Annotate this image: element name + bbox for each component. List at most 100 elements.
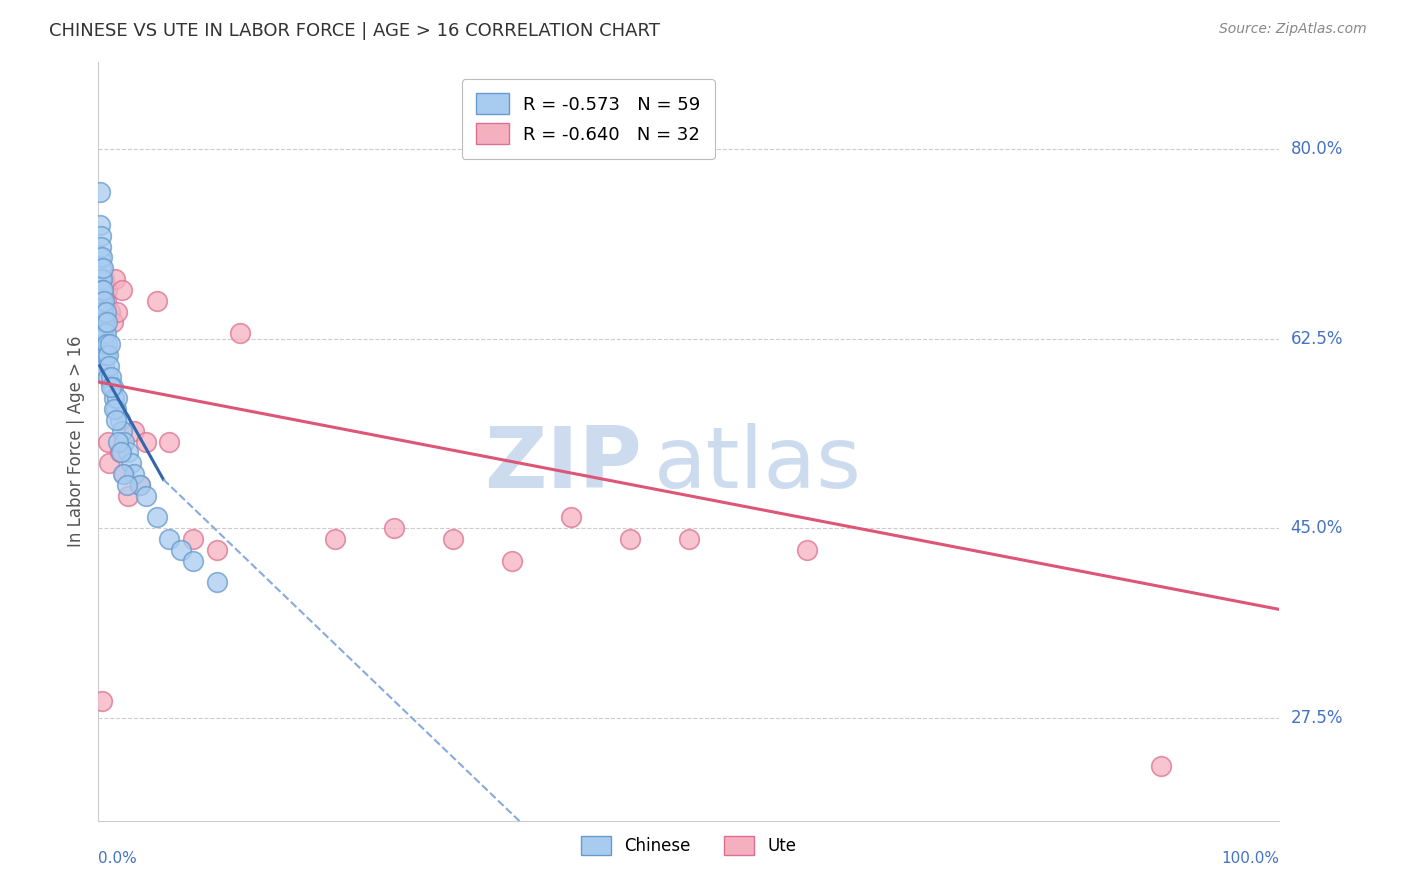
Point bbox=[90, 261, 112, 276]
Point bbox=[91, 283, 114, 297]
Point bbox=[105, 402, 128, 417]
Point bbox=[110, 445, 132, 459]
Point bbox=[111, 424, 134, 438]
Point bbox=[229, 326, 252, 341]
Point bbox=[101, 380, 124, 394]
Point bbox=[97, 369, 120, 384]
Point bbox=[90, 272, 112, 286]
Point bbox=[146, 293, 169, 308]
Point bbox=[98, 359, 121, 373]
Point bbox=[619, 532, 641, 546]
Point bbox=[91, 348, 114, 362]
Point bbox=[121, 456, 143, 470]
Point bbox=[105, 391, 128, 405]
Point bbox=[146, 510, 169, 524]
Point bbox=[181, 532, 204, 546]
Point bbox=[91, 326, 114, 341]
Point bbox=[103, 402, 125, 417]
Text: atlas: atlas bbox=[654, 423, 862, 506]
Point bbox=[94, 326, 117, 341]
Point bbox=[135, 489, 157, 503]
Point bbox=[103, 391, 125, 405]
Point bbox=[117, 445, 139, 459]
Point bbox=[128, 478, 150, 492]
Point bbox=[96, 315, 118, 329]
Point bbox=[100, 369, 122, 384]
Point bbox=[93, 272, 115, 286]
Point bbox=[796, 542, 818, 557]
Point bbox=[122, 467, 145, 481]
Text: 62.5%: 62.5% bbox=[1291, 330, 1343, 348]
Point bbox=[89, 186, 111, 200]
Y-axis label: In Labor Force | Age > 16: In Labor Force | Age > 16 bbox=[66, 335, 84, 548]
Point bbox=[205, 542, 228, 557]
Point bbox=[93, 293, 115, 308]
Point bbox=[93, 337, 115, 351]
Point bbox=[91, 261, 114, 276]
Point bbox=[91, 304, 114, 318]
Point bbox=[157, 532, 180, 546]
Text: 100.0%: 100.0% bbox=[1222, 851, 1279, 866]
Point bbox=[101, 315, 124, 329]
Point bbox=[105, 413, 128, 427]
Point bbox=[98, 304, 121, 318]
Point bbox=[91, 251, 114, 265]
Point bbox=[94, 304, 117, 318]
Point bbox=[135, 434, 157, 449]
Point bbox=[89, 251, 111, 265]
Point bbox=[93, 315, 115, 329]
Point bbox=[90, 283, 112, 297]
Point bbox=[108, 413, 131, 427]
Point bbox=[98, 456, 121, 470]
Text: 0.0%: 0.0% bbox=[98, 851, 138, 866]
Point bbox=[104, 272, 127, 286]
Point bbox=[181, 554, 204, 568]
Point bbox=[91, 293, 114, 308]
Point bbox=[91, 272, 114, 286]
Point bbox=[97, 434, 120, 449]
Point bbox=[98, 337, 121, 351]
Point bbox=[112, 467, 135, 481]
Point bbox=[112, 467, 135, 481]
Point bbox=[441, 532, 464, 546]
Point bbox=[108, 445, 131, 459]
Point bbox=[90, 304, 112, 318]
Point bbox=[107, 434, 129, 449]
Point bbox=[128, 478, 150, 492]
Point bbox=[96, 283, 118, 297]
Point bbox=[94, 293, 117, 308]
Point bbox=[111, 283, 134, 297]
Point bbox=[117, 489, 139, 503]
Point bbox=[97, 348, 120, 362]
Text: ZIP: ZIP bbox=[484, 423, 641, 506]
Point bbox=[93, 359, 115, 373]
Point bbox=[382, 521, 405, 535]
Legend: Chinese, Ute: Chinese, Ute bbox=[575, 829, 803, 862]
Text: Source: ZipAtlas.com: Source: ZipAtlas.com bbox=[1219, 22, 1367, 37]
Point bbox=[91, 315, 114, 329]
Point bbox=[105, 304, 128, 318]
Point bbox=[91, 304, 114, 318]
Point bbox=[91, 304, 114, 318]
Point bbox=[94, 348, 117, 362]
Point bbox=[91, 326, 114, 341]
Point bbox=[122, 424, 145, 438]
Point bbox=[157, 434, 180, 449]
Text: 80.0%: 80.0% bbox=[1291, 140, 1343, 158]
Text: 27.5%: 27.5% bbox=[1291, 709, 1343, 727]
Text: CHINESE VS UTE IN LABOR FORCE | AGE > 16 CORRELATION CHART: CHINESE VS UTE IN LABOR FORCE | AGE > 16… bbox=[49, 22, 659, 40]
Point bbox=[90, 239, 112, 253]
Point bbox=[560, 510, 582, 524]
Point bbox=[96, 337, 118, 351]
Point bbox=[100, 380, 122, 394]
Point bbox=[678, 532, 700, 546]
Point bbox=[115, 478, 138, 492]
Point bbox=[323, 532, 346, 546]
Point bbox=[501, 554, 523, 568]
Point bbox=[90, 228, 112, 243]
Point bbox=[91, 694, 114, 708]
Point bbox=[91, 283, 114, 297]
Text: 45.0%: 45.0% bbox=[1291, 519, 1343, 537]
Point bbox=[1150, 759, 1173, 773]
Point bbox=[89, 218, 111, 232]
